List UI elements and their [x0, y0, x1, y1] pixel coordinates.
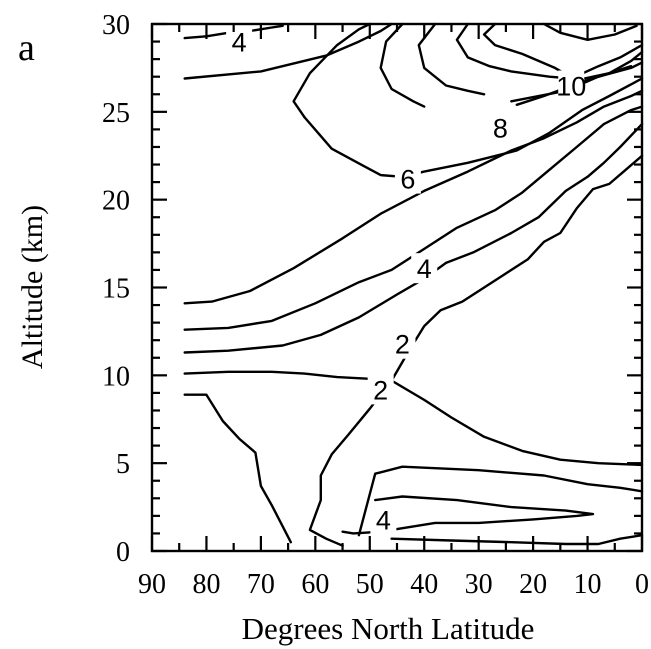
x-tick-label: 20: [519, 569, 547, 600]
x-tick-label: 50: [356, 569, 384, 600]
contour-line: [304, 79, 642, 177]
contour-line: [185, 24, 392, 79]
contour-line: [185, 395, 291, 543]
y-tick-label: 15: [102, 274, 130, 305]
contour-label: 2: [395, 330, 410, 360]
contour-line: [294, 24, 370, 117]
contour-line: [185, 124, 642, 352]
contour-label: 6: [400, 165, 415, 195]
y-tick-label: 10: [102, 361, 130, 392]
y-tick-label: 30: [102, 10, 130, 41]
y-axis-label: Altitude (km): [16, 205, 49, 369]
contour-line: [544, 24, 637, 40]
contour-label: 10: [556, 71, 586, 101]
contour-label: 4: [232, 28, 247, 58]
x-tick-label: 0: [635, 569, 649, 600]
contour-labels: 4 10 8 6 4 22 4: [226, 27, 586, 536]
contour-label: 4: [376, 505, 391, 535]
contour-lines: [185, 24, 642, 546]
contour-label: 4: [417, 254, 432, 284]
x-tick-label: 70: [247, 569, 275, 600]
contour-label: 2: [373, 375, 388, 405]
contour-label: 8: [493, 114, 508, 144]
y-tick-label: 25: [102, 98, 130, 129]
contour-line: [381, 24, 425, 107]
plot-frame: [152, 24, 642, 551]
x-tick-label: 10: [574, 569, 602, 600]
contour-line: [392, 381, 642, 465]
y-tick-label: 0: [116, 537, 130, 568]
x-tick-label: 40: [410, 569, 438, 600]
x-axis-label: Degrees North Latitude: [242, 611, 535, 646]
x-tick-label: 90: [138, 569, 166, 600]
panel-label: a: [18, 27, 35, 69]
contour-line: [359, 467, 642, 536]
contour-line: [185, 107, 642, 330]
axis-ticks: [152, 24, 642, 551]
y-tick-label: 5: [116, 449, 130, 480]
x-tick-label: 60: [301, 569, 329, 600]
x-tick-label: 30: [465, 569, 493, 600]
y-tick-label: 20: [102, 186, 130, 217]
x-tick-label: 80: [192, 569, 220, 600]
contour-line: [392, 535, 642, 544]
